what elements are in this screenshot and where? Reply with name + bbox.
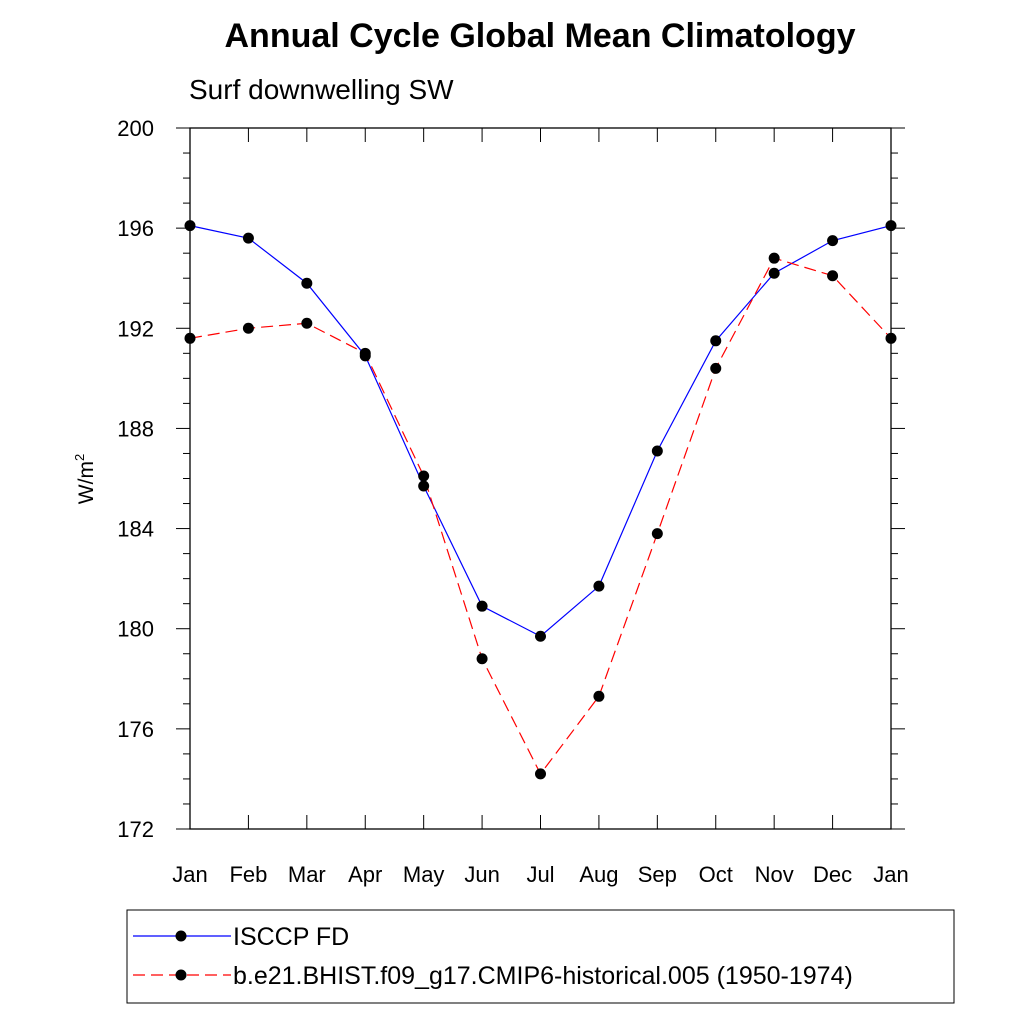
- y-tick-label: 176: [117, 717, 154, 742]
- series-2-point: [535, 768, 546, 780]
- y-tick-label: 180: [117, 617, 154, 642]
- series-1-point: [418, 480, 430, 492]
- x-tick-label: May: [403, 862, 445, 887]
- series-2-point: [593, 690, 605, 702]
- x-tick-label: Oct: [699, 862, 733, 887]
- series-line-1: [189, 225, 892, 637]
- x-tick-label: Aug: [579, 862, 618, 887]
- chart-subtitle: Surf downwelling SW: [189, 74, 454, 105]
- y-axis-label-superscript: 2: [72, 454, 87, 461]
- tick-labels: Jan Feb Mar Apr May Jun Jul Aug Sep Oct Nov Dec Jan 1…: [117, 116, 908, 887]
- series-1-point: [184, 220, 196, 232]
- x-tick-label: Jun: [464, 862, 499, 887]
- series-2-point: [418, 470, 430, 482]
- series-1-point: [651, 445, 663, 457]
- y-tick-label: 184: [117, 517, 154, 542]
- y-tick-label: 188: [117, 416, 154, 441]
- legend-box: [126, 909, 955, 1004]
- x-tick-label: Nov: [755, 862, 794, 887]
- series-2-point: [768, 252, 780, 264]
- y-axis-label-text: W/m: [75, 461, 98, 504]
- y-tick-label: 172: [117, 817, 154, 842]
- y-axis-label: W/m2: [72, 454, 98, 504]
- x-tick-label: Jul: [526, 862, 554, 887]
- series-1-point: [885, 220, 897, 232]
- series-1-point: [768, 267, 780, 279]
- series-2-point: [359, 347, 371, 359]
- series-2-point: [242, 322, 254, 334]
- series-2-point: [710, 362, 722, 374]
- legend-label-2: b.e21.BHIST.f09_g17.CMIP6-historical.005…: [233, 962, 853, 990]
- series-1-point: [710, 335, 722, 347]
- legend-label-1: ISCCP FD: [233, 923, 349, 951]
- x-tick-label: Sep: [638, 862, 677, 887]
- series-2-point: [184, 332, 196, 344]
- svg-text:W/m2: W/m2: [72, 454, 98, 504]
- series-1-point: [476, 600, 488, 612]
- plot-frame: [189, 127, 892, 830]
- legend-entries: ISCCP FD b.e21.BHIST.f09_g17.CMIP6-histor…: [133, 923, 853, 990]
- x-tick-label: Dec: [813, 862, 852, 887]
- series-1-point: [827, 235, 839, 247]
- x-tick-label: Apr: [348, 862, 382, 887]
- series-line-2: [189, 257, 892, 776]
- x-tick-label: Feb: [229, 862, 267, 887]
- series-lines: [189, 225, 892, 776]
- series-1-point: [593, 580, 605, 592]
- series-2-point: [476, 653, 488, 665]
- chart-title: Annual Cycle Global Mean Climatology: [225, 17, 856, 55]
- series-2-point: [651, 528, 663, 540]
- y-tick-label: 196: [117, 216, 154, 241]
- axis-ticks: [176, 127, 905, 830]
- x-tick-label: Mar: [288, 862, 326, 887]
- y-tick-label: 192: [117, 316, 154, 341]
- x-tick-label: Jan: [873, 862, 908, 887]
- series-2-point: [827, 270, 839, 282]
- series-1-point: [242, 232, 254, 244]
- series-1-point: [301, 277, 313, 289]
- series-1-point: [535, 630, 546, 642]
- legend-marker-1: [175, 930, 187, 942]
- series-2-point: [885, 332, 897, 344]
- series-2-point: [301, 317, 313, 329]
- y-tick-label: 200: [117, 116, 154, 141]
- x-tick-label: Jan: [172, 862, 207, 887]
- legend: ISCCP FD b.e21.BHIST.f09_g17.CMIP6-histor…: [126, 909, 955, 1004]
- series-markers: [184, 220, 897, 780]
- legend-marker-2: [175, 969, 187, 981]
